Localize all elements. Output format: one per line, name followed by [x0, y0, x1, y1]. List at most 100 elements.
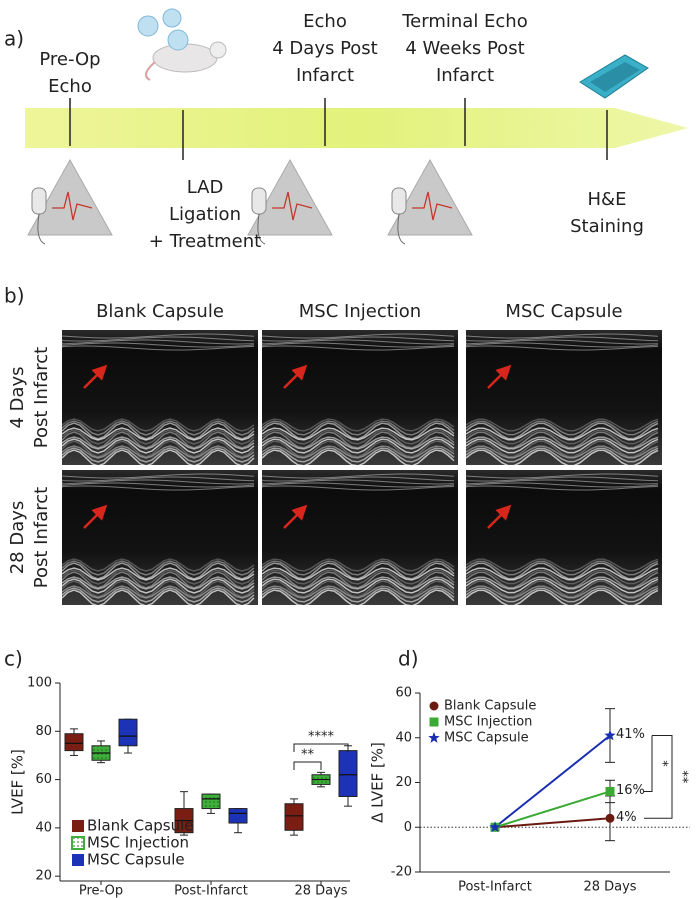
echo-band: [261, 339, 455, 345]
timeline-label: LAD: [187, 177, 224, 198]
echo-band: [465, 418, 659, 432]
echo-icon: [27, 158, 113, 236]
echo-band: [465, 567, 659, 581]
series-line: [494, 734, 611, 829]
box: [338, 750, 358, 797]
echo-band: [465, 427, 659, 441]
x-tick-label: Post-Infarct: [174, 884, 248, 898]
echo-band: [465, 447, 659, 463]
timeline-label: 4 Weeks Post: [405, 38, 524, 59]
series-line: [494, 790, 611, 829]
significance-label: *: [655, 760, 670, 767]
timeline-label: Ligation: [169, 204, 241, 225]
y-axis-label: Δ LVEF [%]: [369, 742, 387, 823]
timeline-label: Staining: [570, 216, 644, 237]
legend-swatch: [72, 854, 84, 866]
row-label: Post Infarct: [31, 347, 52, 448]
row-label: Post Infarct: [31, 487, 52, 588]
echo-band: [261, 569, 455, 585]
y-tick-label: 80: [35, 724, 52, 739]
echo-band: [61, 440, 255, 458]
y-tick-label: 40: [35, 820, 52, 835]
echo-band: [465, 449, 659, 467]
y-axis-label: LVEF [%]: [9, 749, 27, 815]
timeline-label: Infarct: [296, 65, 354, 86]
arrow: [283, 504, 308, 529]
legend-swatch: [71, 836, 85, 850]
timeline-label: Terminal Echo: [401, 11, 527, 32]
echo-band: [261, 473, 455, 479]
echo-band: [61, 345, 255, 351]
echo-band: [465, 571, 659, 589]
echo-band: [61, 447, 255, 463]
legend-marker: [428, 732, 440, 743]
echo-band: [465, 336, 659, 342]
y-tick-label: 60: [395, 686, 412, 701]
arrow: [487, 504, 512, 529]
echo-band: [465, 422, 659, 440]
echo-band: [465, 429, 659, 445]
probe-cable: [257, 213, 266, 245]
echo-band: [465, 438, 659, 454]
echo-band: [465, 558, 659, 572]
echo-band: [61, 476, 255, 482]
echo-band: [61, 482, 255, 488]
echo-band: [61, 438, 255, 454]
echo-band: [61, 449, 255, 467]
y-tick-label: 40: [395, 730, 412, 745]
box: [118, 718, 138, 747]
echo-band: [261, 333, 455, 339]
significance-label: **: [301, 748, 315, 763]
echo-band: [465, 482, 659, 488]
echo-band: [261, 447, 455, 463]
probe-icon: [251, 187, 267, 215]
ecg-trace: [272, 191, 313, 221]
echo-band: [61, 578, 255, 594]
echo-band: [261, 336, 455, 342]
mouse-icon: [137, 8, 227, 81]
arrow: [487, 364, 512, 389]
significance-bracket: [293, 761, 322, 770]
y-tick-label: 20: [35, 869, 52, 884]
echo-band: [261, 558, 455, 572]
echo-band: [61, 429, 255, 445]
echo-band: [61, 436, 255, 450]
echo-band: [61, 473, 255, 479]
y-tick-label: 60: [35, 772, 52, 787]
echo-band: [261, 587, 455, 603]
echo-image: [466, 470, 662, 605]
arrow: [283, 364, 308, 389]
y-tick-label: -20: [391, 865, 412, 880]
column-header: MSC Capsule: [505, 301, 622, 322]
x-tick-label: 28 Days: [583, 880, 636, 895]
probe-icon: [31, 187, 47, 215]
marker: [604, 729, 616, 741]
ecg-trace: [52, 191, 93, 221]
row-label: 4 Days: [7, 366, 28, 428]
timeline-label: Pre-Op: [39, 49, 100, 70]
echo-band: [61, 567, 255, 581]
panel-label: a): [4, 27, 24, 51]
legend-label: Blank Capsule: [444, 699, 536, 714]
cassette-icon: [579, 54, 649, 99]
legend-label: MSC Capsule: [444, 731, 529, 746]
echo-band: [61, 427, 255, 441]
panel-label: b): [4, 284, 25, 308]
column-header: MSC Injection: [299, 301, 421, 322]
legend-marker: [429, 701, 439, 711]
echo-band: [261, 476, 455, 482]
echo-band: [261, 562, 455, 580]
y-tick-label: 0: [404, 820, 412, 835]
echo-band: [465, 333, 659, 339]
echo-band: [61, 479, 255, 485]
ecg-trace: [412, 191, 453, 221]
probe-cable: [397, 213, 406, 245]
echo-band: [61, 445, 255, 459]
echo-band: [261, 431, 455, 449]
significance-bracket: [644, 735, 653, 792]
echo-icon: [387, 158, 473, 236]
x-tick-label: 28 Days: [294, 884, 347, 898]
marker: [605, 786, 615, 796]
x-tick-label: Post-Infarct: [458, 880, 532, 895]
echo-band: [465, 585, 659, 599]
